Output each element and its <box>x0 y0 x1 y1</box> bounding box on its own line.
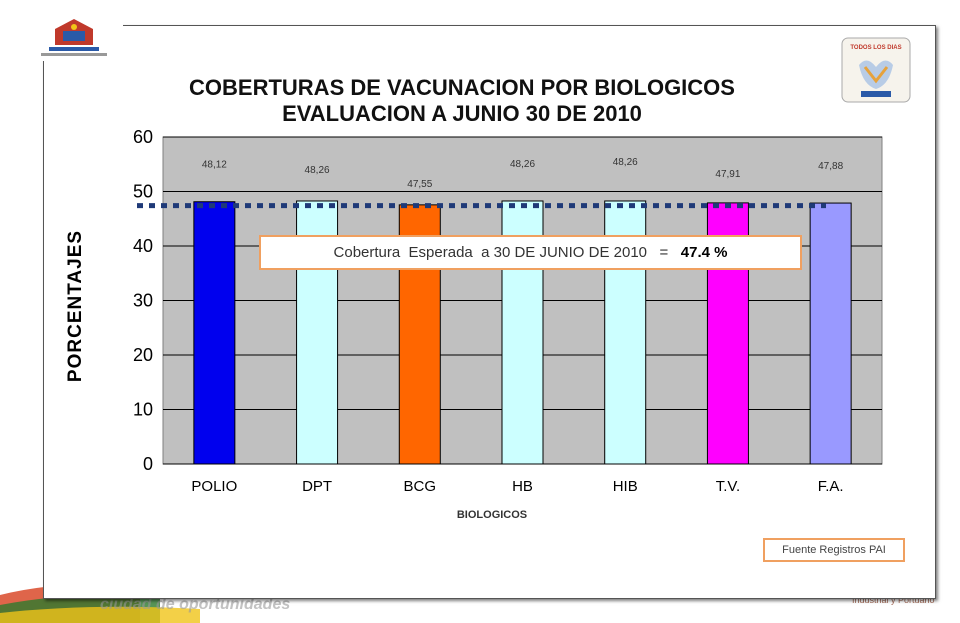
value-labels: 48,12 48,26 47,55 48,26 48,26 47,91 47,88 <box>202 157 844 190</box>
y-tick-label: 30 <box>133 291 153 311</box>
vaccination-campaign-logo: TODOS LOS DIAS <box>841 37 911 103</box>
y-tick-label: 50 <box>133 182 153 202</box>
y-tick-label: 20 <box>133 345 153 365</box>
x-tick-label: T.V. <box>716 478 740 495</box>
value-label: 47,55 <box>407 179 432 190</box>
value-label: 48,26 <box>613 157 638 168</box>
chart-title: COBERTURAS DE VACUNACION POR BIOLOGICOS … <box>112 75 812 127</box>
value-label: 48,26 <box>510 159 535 170</box>
x-axis-label: BIOLOGICOS <box>456 509 528 521</box>
y-tick-label: 0 <box>143 454 153 474</box>
x-tick-label: POLIO <box>191 478 237 495</box>
x-tick-label: BCG <box>404 478 437 495</box>
x-tick-label: HIB <box>613 478 638 495</box>
value-label: 48,12 <box>202 160 227 171</box>
x-tick-label: HB <box>512 478 533 495</box>
bar-polio <box>193 201 236 465</box>
y-tick-label: 40 <box>133 236 153 256</box>
annotation-text: Cobertura Esperada a 30 DE JUNIO DE 2010… <box>333 244 681 261</box>
source-note: Fuente Registros PAI <box>763 538 905 562</box>
svg-text:Industrial y Portuario: Industrial y Portuario <box>852 595 935 605</box>
bar-fa <box>809 202 852 465</box>
value-label: 48,26 <box>305 165 330 176</box>
y-axis-ticks: 0 10 20 30 40 50 60 <box>133 127 153 474</box>
svg-text:ciudad de oportunidades: ciudad de oportunidades <box>100 596 290 613</box>
y-axis-label: PORCENTAJES <box>65 229 86 383</box>
svg-text:TODOS LOS DIAS: TODOS LOS DIAS <box>850 45 901 51</box>
chart-title-line-2: EVALUACION A JUNIO 30 DE 2010 <box>282 101 642 126</box>
value-label: 47,91 <box>715 169 740 180</box>
y-tick-label: 10 <box>133 400 153 420</box>
value-label: 47,88 <box>818 161 843 172</box>
expected-coverage-annotation: Cobertura Esperada a 30 DE JUNIO DE 2010… <box>259 235 802 270</box>
x-tick-label: DPT <box>302 478 332 495</box>
alcaldia-barranquilla-logo <box>25 15 123 61</box>
x-axis-ticks: POLIO DPT BCG HB HIB T.V. F.A. <box>191 478 843 495</box>
chart-title-line-1: COBERTURAS DE VACUNACION POR BIOLOGICOS <box>189 75 735 100</box>
annotation-value: 47.4 % <box>680 244 728 261</box>
y-tick-label: 60 <box>133 127 153 147</box>
x-tick-label: F.A. <box>818 478 844 495</box>
